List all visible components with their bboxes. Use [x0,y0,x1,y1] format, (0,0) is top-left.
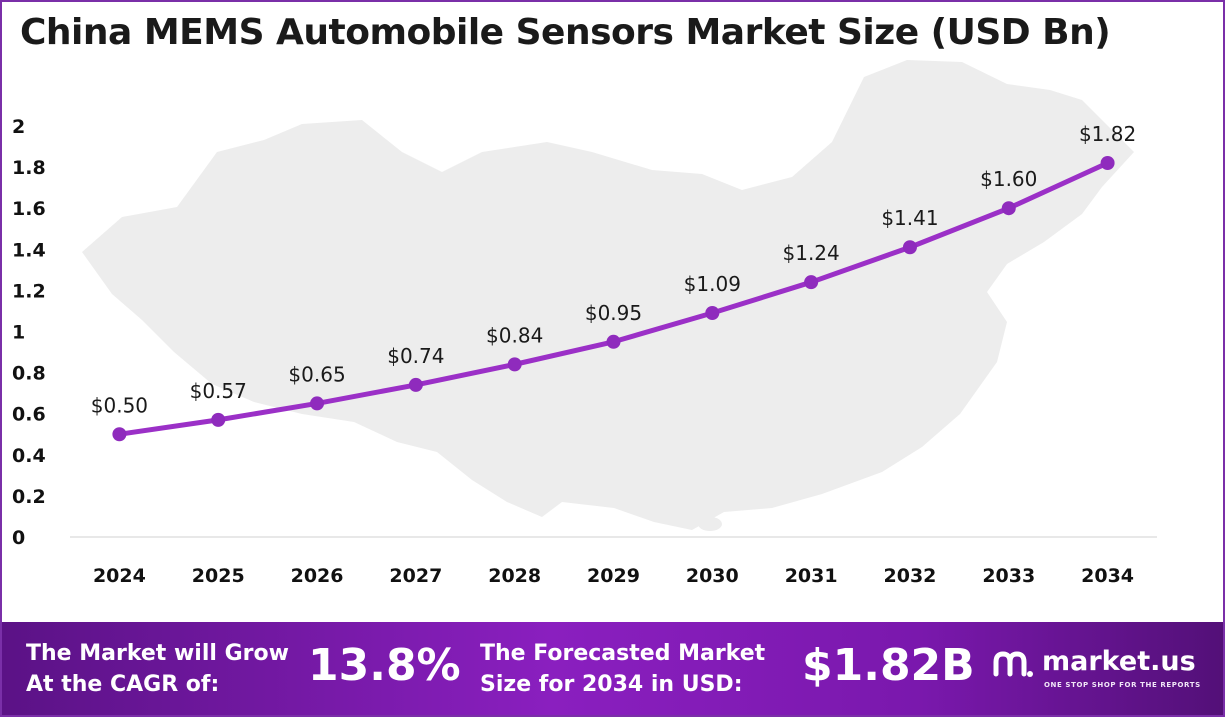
chart-title: China MEMS Automobile Sensors Market Siz… [20,12,1111,53]
y-tick-label: 0.8 [12,363,46,385]
x-tick-label: 2026 [291,565,344,587]
x-tick-label: 2033 [982,565,1035,587]
data-point [310,396,325,411]
x-tick-label: 2030 [686,565,739,587]
data-point [211,412,226,427]
x-tick-label: 2031 [785,565,838,587]
china-map-silhouette [82,60,1134,530]
data-label: $1.41 [881,206,938,230]
data-label: $0.84 [486,323,543,347]
data-point [606,334,621,349]
y-tick-label: 1.2 [12,280,46,302]
y-tick-label: 1.4 [12,239,46,261]
data-point [804,275,819,290]
data-point [1100,155,1115,170]
summary-banner: The Market will Grow At the CAGR of: 13.… [2,622,1223,715]
cagr-caption-line1: The Market will Grow [26,641,289,666]
chart-svg: 0 0.2 0.4 0.6 0.8 1 1.2 1.4 1.6 1.8 2 2024 2025 2026 2… [12,60,1157,587]
x-tick-label: 2027 [389,565,442,587]
data-label: $0.74 [387,344,444,368]
hainan-island [698,517,722,531]
forecast-value: $1.82B [802,640,975,691]
y-tick-label: 0.2 [12,486,46,508]
data-label: $1.60 [980,167,1037,191]
data-label: $0.50 [91,393,148,417]
data-label: $0.57 [190,379,247,403]
cagr-value: 13.8% [308,640,461,691]
x-tick-label: 2034 [1081,565,1134,587]
x-tick-label: 2025 [192,565,245,587]
x-tick-label: 2032 [884,565,937,587]
brand-tagline: ONE STOP SHOP FOR THE REPORTS [1044,681,1201,689]
forecast-caption: The Forecasted Market Size for 2034 in U… [480,638,765,700]
data-label: $1.24 [783,241,840,265]
x-tick-label: 2029 [587,565,640,587]
data-point [1001,201,1016,216]
market-us-logo-icon [993,651,1033,677]
x-tick-label: 2024 [93,565,146,587]
data-point [507,357,522,372]
y-tick-label: 0 [12,527,25,549]
forecast-caption-line1: The Forecasted Market [480,641,766,666]
y-tick-label: 0.6 [12,404,46,426]
data-point [705,306,720,321]
y-tick-label: 1.6 [12,198,46,220]
cagr-caption: The Market will Grow At the CAGR of: [26,638,289,700]
data-point [408,377,423,392]
y-tick-label: 1.8 [12,157,46,179]
y-tick-label: 1 [12,322,25,344]
cagr-caption-line2: At the CAGR of: [26,672,220,697]
x-tick-label: 2028 [488,565,541,587]
brand-name: market.us [1042,646,1196,677]
y-tick-label: 2 [12,116,25,138]
data-label: $1.09 [684,272,741,296]
data-point [902,240,917,255]
brand-logo: market.us ONE STOP SHOP FOR THE REPORTS [990,644,1200,695]
data-label: $1.82 [1079,122,1136,146]
data-point [112,427,127,442]
data-label: $0.95 [585,301,642,325]
y-tick-label: 0.4 [12,445,46,467]
data-label: $0.65 [288,362,345,386]
forecast-caption-line2: Size for 2034 in USD: [480,672,743,697]
